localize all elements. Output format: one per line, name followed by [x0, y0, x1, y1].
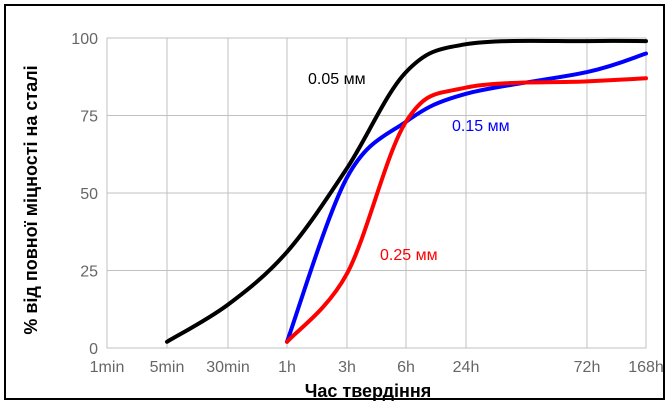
x-tick-label: 5min	[150, 359, 185, 376]
x-tick-label: 6h	[397, 359, 415, 376]
x-tick-label: 72h	[574, 359, 601, 376]
x-tick-label: 30min	[206, 359, 250, 376]
y-tick-label: 75	[80, 109, 98, 126]
y-tick-label: 0	[89, 341, 98, 358]
x-tick-label: 168h	[628, 359, 664, 376]
grid-lines	[106, 37, 647, 349]
x-tick-label: 1h	[278, 359, 296, 376]
series-label-0-15: 0.15 мм	[452, 118, 510, 135]
x-tick-label: 24h	[453, 359, 480, 376]
x-tick-label: 1min	[90, 359, 125, 376]
series-line-0-25	[285, 76, 648, 344]
y-tick-label: 50	[80, 186, 98, 203]
series-label-0-05: 0.05 мм	[308, 71, 366, 88]
plot-border	[106, 37, 647, 349]
x-tick-label: 3h	[338, 359, 356, 376]
x-tick-labels: 1min 5min 30min 1h 3h 6h 24h 72h 168h	[90, 359, 664, 376]
y-axis-title: % від повної міцності на сталі	[21, 65, 41, 334]
y-tick-labels: 0 25 50 75 100	[71, 31, 98, 358]
series-lines	[165, 38, 648, 344]
series-line-0-05	[165, 38, 648, 344]
y-tick-label: 25	[80, 264, 98, 281]
series-line-0-15	[285, 51, 648, 344]
series-label-0-25: 0.25 мм	[380, 247, 438, 264]
y-tick-label: 100	[71, 31, 98, 48]
series-labels: 0.05 мм 0.15 мм 0.25 мм	[308, 71, 510, 264]
x-axis-title: Час твердіння	[305, 381, 432, 401]
chart-frame	[4, 4, 665, 400]
